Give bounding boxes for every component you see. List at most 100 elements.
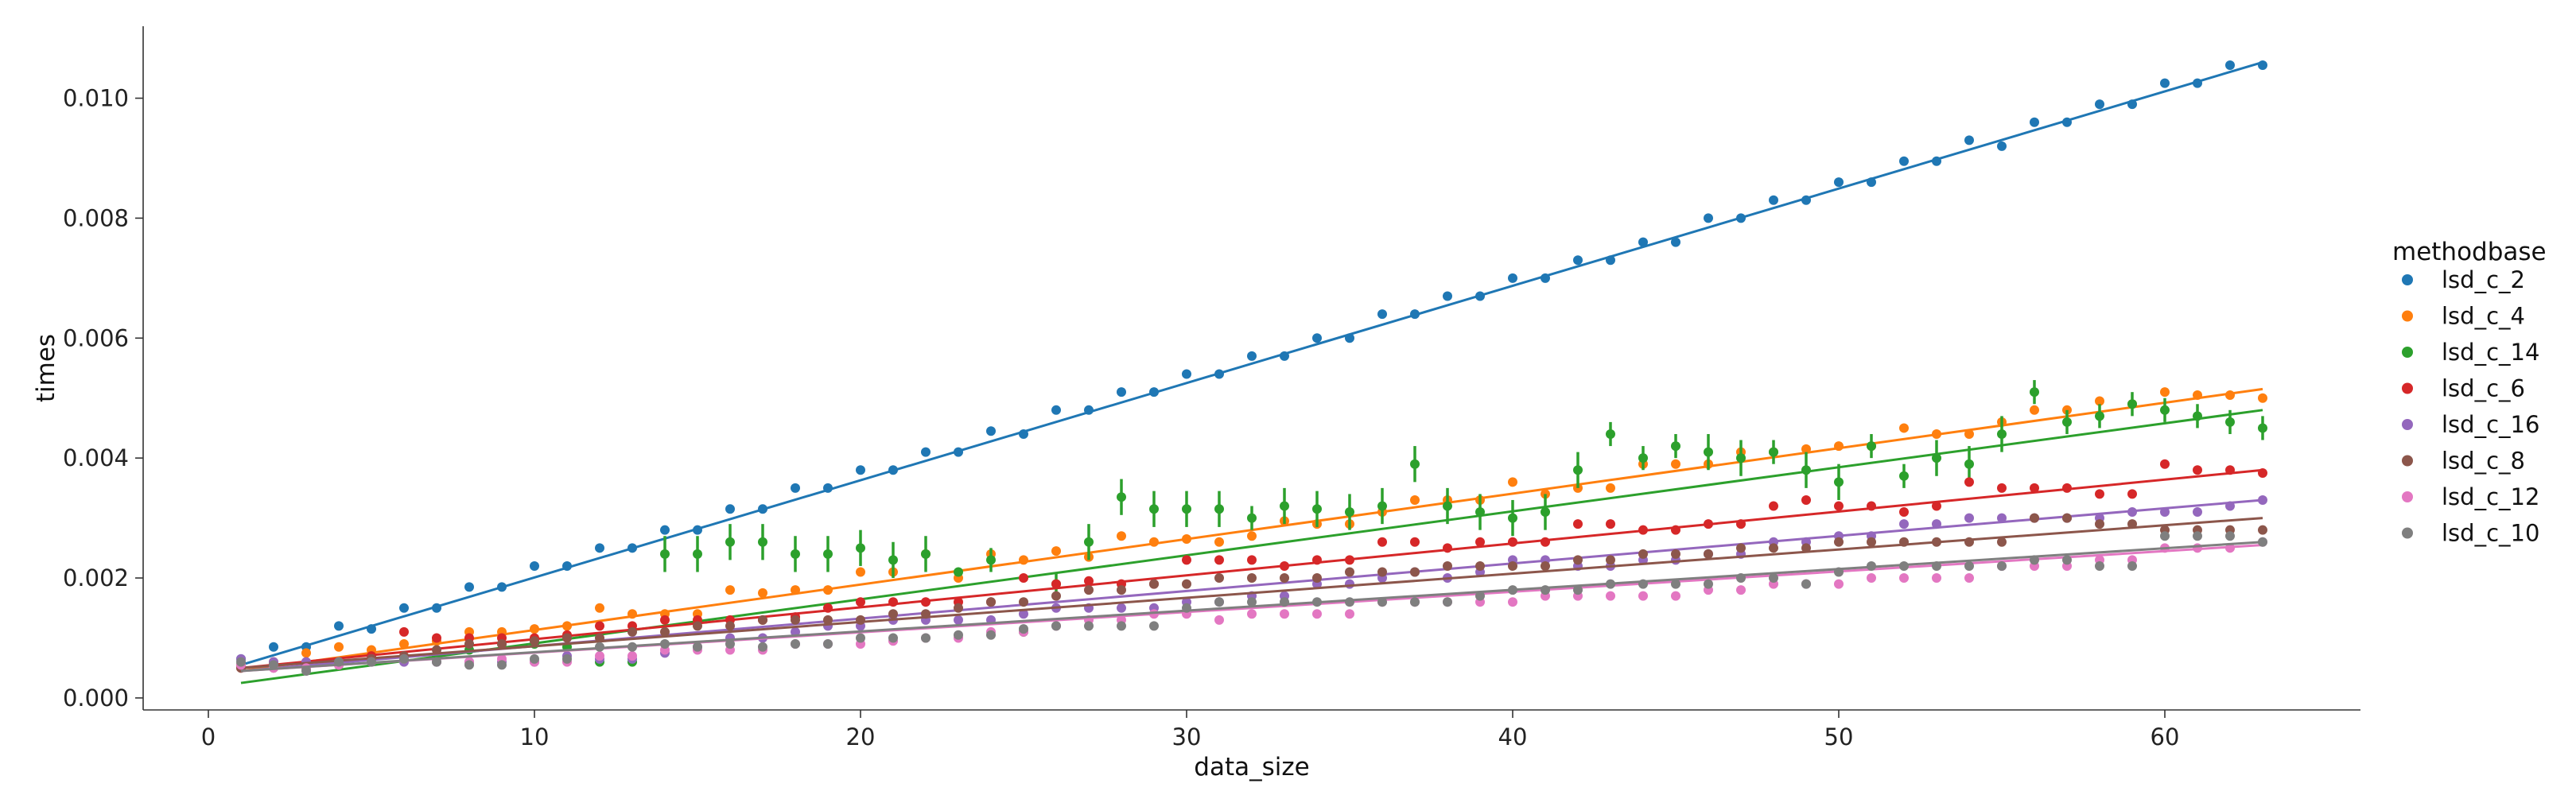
data-point [595,621,604,631]
legend-item-lsd_c_8: lsd_c_8 [2402,448,2525,475]
legend-marker [2402,419,2413,430]
data-point [693,525,702,535]
data-point [921,549,931,559]
data-point [1997,513,2007,523]
data-point [1280,351,1289,361]
data-point [1899,507,1909,518]
data-point [888,597,898,607]
legend-label: lsd_c_2 [2442,266,2525,293]
data-point [1475,537,1485,547]
data-point [1801,444,1811,454]
data-point [1801,579,1811,589]
data-point [1377,567,1387,577]
data-point [1117,492,1126,502]
data-point [2258,60,2267,71]
data-point [954,447,963,457]
data-point [660,615,670,625]
data-point [2030,405,2039,415]
legend-marker [2402,455,2413,467]
data-point [1736,543,1746,553]
legend-label: lsd_c_12 [2442,483,2539,510]
legend-label: lsd_c_8 [2442,448,2525,475]
series-lsd_c_10 [236,531,2267,676]
data-point [1932,501,1941,511]
data-point [823,549,833,559]
data-point [1410,309,1420,320]
data-point [1834,477,1844,487]
data-point [1997,429,2007,439]
legend-title: methodbase [2392,238,2547,266]
data-point [1214,537,1224,547]
data-point [1182,369,1191,379]
data-point [1051,546,1061,556]
data-point [1247,351,1257,361]
data-point [1932,156,1941,166]
data-point [1182,579,1191,589]
x-tick-label: 30 [1172,723,1202,750]
data-point [1801,494,1811,505]
data-point [2193,78,2202,88]
data-point [1149,504,1159,514]
data-point [1867,177,1876,188]
data-point [856,597,865,607]
legend-marker [2402,347,2413,358]
data-point [791,615,800,625]
data-point [1084,405,1094,415]
data-point [1964,513,1974,523]
data-point [1508,513,1517,523]
data-point [1214,597,1224,607]
data-point [758,504,767,514]
data-point [1932,537,1941,547]
data-point [530,636,539,646]
data-point [823,483,833,493]
data-point [1899,560,1909,571]
data-point [2095,489,2104,499]
data-point [1932,573,1941,584]
data-point [1736,519,1746,529]
data-point [2225,60,2235,71]
data-point [1247,573,1257,584]
data-point [823,615,833,625]
data-point [2062,417,2072,427]
data-point [464,639,474,650]
data-point [986,555,996,565]
data-point [595,651,604,661]
data-point [432,633,441,643]
data-point [530,560,539,571]
data-point [1736,573,1746,584]
data-point [334,642,344,652]
data-point [1704,519,1713,529]
data-point [693,549,702,559]
data-point [1638,237,1648,247]
x-tick-label: 40 [1498,723,1528,750]
y-tick-label: 0.002 [63,564,129,591]
data-point [1214,615,1224,625]
data-point [1443,291,1452,301]
data-point [1997,141,2007,151]
data-point [2127,489,2137,499]
data-point [1997,537,2007,547]
data-point [1247,597,1257,607]
data-point [1964,573,1974,584]
data-point [1541,560,1550,571]
y-tick-label: 0.000 [63,684,129,712]
data-point [1051,405,1061,415]
legend-item-lsd_c_4: lsd_c_4 [2402,303,2525,330]
data-point [921,447,931,457]
data-point [1606,519,1615,529]
data-point [2225,501,2235,511]
data-point [2127,99,2137,110]
data-point [1051,579,1061,589]
data-point [1671,579,1680,589]
data-point [1834,579,1844,589]
data-point [823,585,833,595]
data-point [1769,447,1778,457]
data-point [1247,513,1257,523]
data-point [1704,447,1713,457]
legend-item-lsd_c_6: lsd_c_6 [2402,375,2525,402]
data-point [2030,483,2039,493]
data-point [1117,387,1126,398]
data-point [1932,560,1941,571]
data-point [1410,494,1420,505]
data-point [1377,309,1387,320]
